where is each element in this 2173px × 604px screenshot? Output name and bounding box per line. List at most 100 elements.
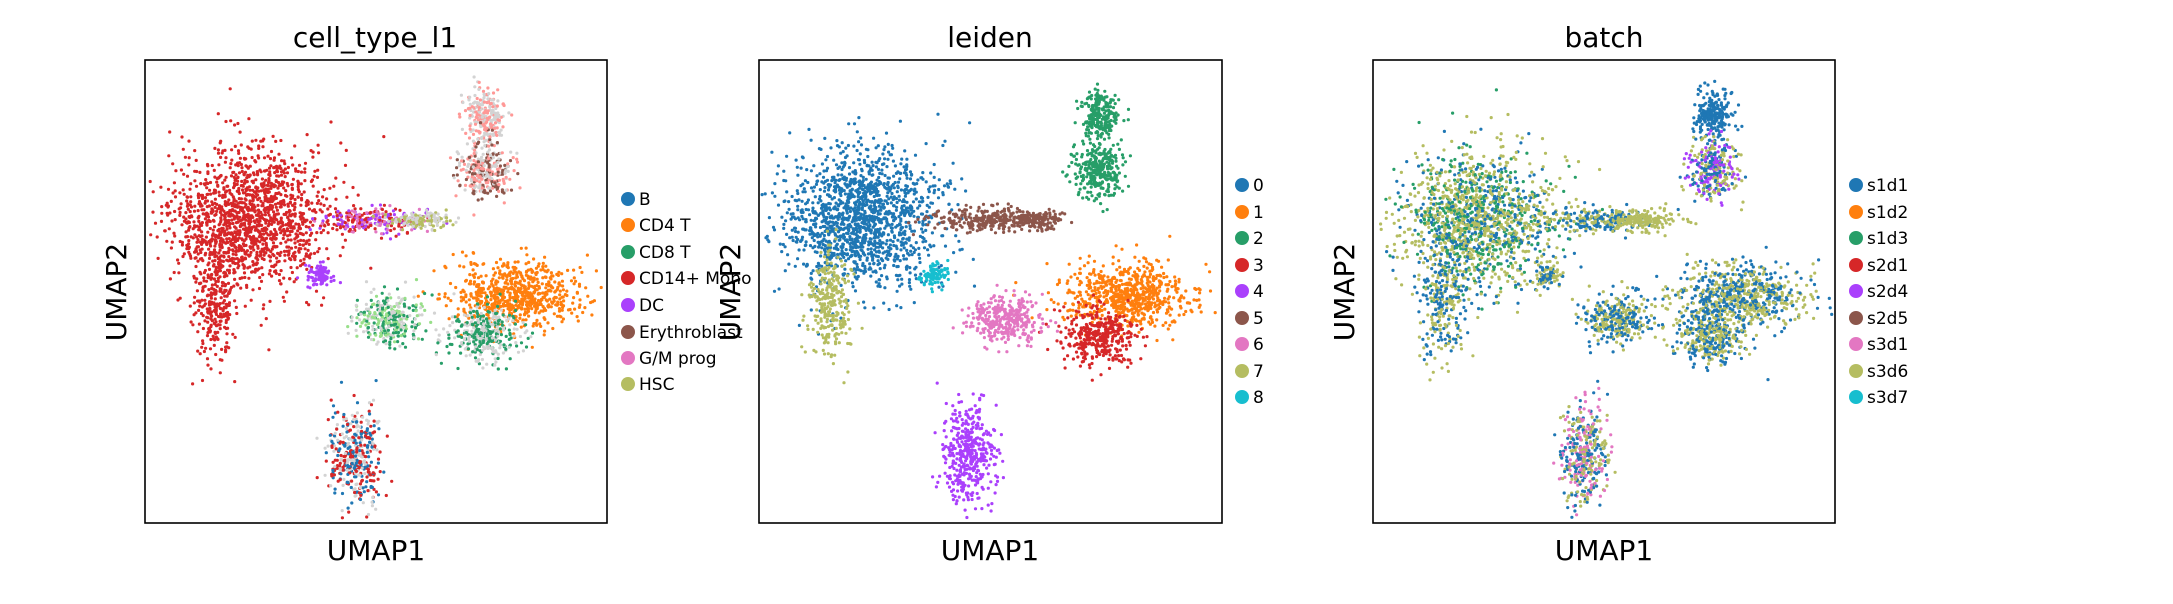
scatter-point (222, 299, 226, 303)
scatter-point (481, 89, 486, 93)
scatter-point (503, 171, 507, 175)
scatter-point (782, 169, 786, 173)
scatter-point (284, 210, 289, 215)
scatter-point (479, 294, 483, 298)
scatter-point (501, 125, 505, 129)
scatter-point (478, 98, 482, 102)
scatter-point (546, 321, 550, 325)
scatter-point (498, 292, 502, 296)
scatter-point (364, 434, 368, 438)
scatter-point (363, 443, 367, 447)
scatter-point (858, 152, 862, 156)
scatter-point (262, 156, 267, 160)
scatter-point (212, 248, 217, 252)
scatter-point (909, 249, 913, 253)
scatter-point (471, 268, 475, 272)
scatter-point (480, 290, 484, 295)
scatter-point (477, 80, 481, 84)
scatter-point (263, 238, 267, 243)
scatter-point (235, 237, 239, 241)
scatter-point (457, 164, 461, 168)
scatter-point (538, 300, 542, 304)
scatter-point (347, 209, 351, 213)
scatter-point (347, 510, 351, 514)
scatter-point (369, 403, 374, 407)
scatter-point (253, 220, 257, 224)
scatter-point (342, 180, 346, 184)
scatter-point (217, 190, 221, 194)
scatter-point (201, 339, 205, 343)
scatter-point (202, 271, 207, 275)
scatter-point (460, 159, 464, 163)
scatter-point (286, 215, 290, 219)
scatter-point (270, 274, 274, 278)
scatter-point (358, 318, 362, 322)
scatter-point (431, 224, 435, 228)
scatter-point (340, 491, 345, 496)
scatter-point (424, 208, 428, 212)
scatter-point (270, 264, 274, 268)
scatter-point (236, 217, 240, 221)
scatter-point (290, 186, 294, 190)
scatter-point (447, 317, 451, 321)
scatter-point (478, 175, 482, 179)
scatter-point (344, 434, 348, 439)
scatter-point (216, 112, 220, 116)
scatter-point (455, 150, 459, 154)
scatter-point (274, 164, 279, 168)
scatter-point (287, 251, 291, 256)
scatter-point (267, 272, 271, 276)
scatter-point (473, 93, 477, 98)
scatter-point (173, 234, 177, 238)
scatter-point (378, 450, 382, 454)
scatter-point (151, 190, 155, 194)
scatter-point (490, 179, 494, 184)
scatter-point (165, 239, 169, 243)
scatter-point (508, 286, 513, 290)
scatter-point (288, 213, 292, 217)
scatter-point (228, 188, 232, 192)
scatter-point (359, 493, 363, 497)
scatter-point (392, 305, 397, 309)
scatter-point (200, 242, 204, 246)
scatter-point (378, 215, 382, 220)
scatter-point (384, 493, 388, 498)
scatter-point (443, 295, 447, 299)
scatter-point (394, 331, 398, 335)
scatter-point (266, 200, 270, 204)
scatter-point (269, 216, 273, 220)
scatter-point (315, 231, 319, 235)
scatter-point (475, 302, 479, 306)
scatter-point (185, 199, 189, 203)
scatter-point (216, 330, 220, 334)
scatter-point (507, 345, 511, 349)
scatter-point (174, 169, 178, 173)
scatter-point (196, 330, 200, 334)
scatter-point (428, 222, 432, 226)
scatter-point (432, 213, 436, 217)
scatter-point (222, 209, 226, 213)
scatter-point (562, 299, 566, 303)
scatter-point (226, 310, 230, 315)
scatter-point (367, 455, 371, 459)
scatter-point (239, 143, 243, 147)
scatter-point (203, 253, 207, 257)
scatter-point (477, 186, 481, 190)
scatter-point (268, 299, 272, 303)
scatter-point (285, 227, 289, 231)
scatter-point (298, 211, 302, 215)
scatter-point (457, 319, 461, 324)
scatter-point (559, 315, 563, 319)
scatter-point (349, 422, 353, 426)
scatter-point (306, 248, 310, 252)
scatter-point (225, 224, 229, 228)
scatter-point (507, 111, 511, 115)
scatter-point (487, 175, 491, 179)
scatter-point (497, 276, 501, 280)
scatter-point (427, 216, 431, 220)
scatter-point (371, 328, 375, 332)
scatter-point (208, 306, 212, 311)
scatter-point (243, 197, 247, 201)
scatter-point (370, 500, 374, 504)
scatter-point (244, 188, 248, 192)
